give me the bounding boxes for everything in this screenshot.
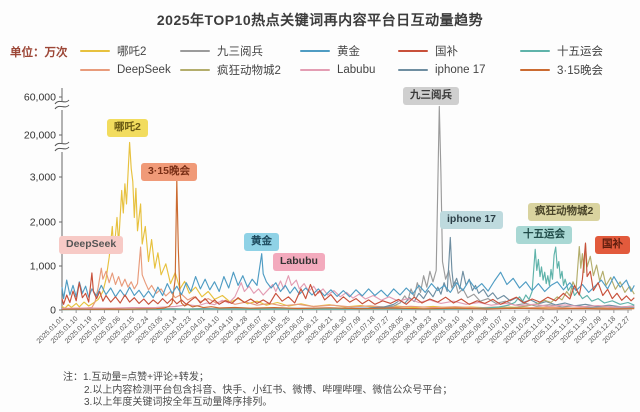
legend-swatch: [398, 49, 428, 52]
legend-swatch: [180, 68, 210, 71]
series-line-gala315: [61, 178, 635, 310]
legend-label: 疯狂动物城2: [217, 64, 281, 77]
annotation-labubu: Labubu: [273, 253, 325, 271]
annotation-gold: 黄金: [244, 233, 279, 251]
legend-item-gold: 黄金: [300, 43, 398, 59]
y-tick-label: 0: [50, 305, 56, 317]
footnote-line-3: 3.以上年度关键词按全年互动量降序排列。: [84, 397, 273, 408]
legend-label: 国补: [435, 45, 458, 58]
series-line-games15: [61, 246, 635, 311]
legend-item-games15: 十五运会: [520, 43, 632, 59]
series-lines: [61, 105, 635, 311]
y-tick-label: 1,000: [30, 261, 56, 273]
annotation-deepseek: DeepSeek: [59, 236, 124, 254]
annotation-guobu: 国补: [595, 236, 630, 254]
legend-row: DeepSeek 疯狂动物城2 Labubu iphone 17 3·15晚会: [80, 60, 632, 79]
legend-item-gala315: 3·15晚会: [520, 62, 632, 78]
series-line-gold: [61, 253, 635, 300]
legend-item-guobu: 国补: [398, 43, 520, 59]
legend-item-nezha2: 哪吒2: [80, 43, 180, 59]
series-line-guobu: [61, 242, 635, 305]
series-line-nezha2: [61, 141, 635, 310]
legend-swatch: [80, 49, 110, 52]
annotation-gala315: 3·15晚会: [141, 163, 198, 181]
legend-label: DeepSeek: [117, 63, 171, 76]
annotation-zootopia2: 疯狂动物城2: [528, 203, 601, 221]
legend-item-zootopia2: 疯狂动物城2: [180, 62, 300, 78]
legend-swatch: [520, 49, 550, 52]
legend-swatch: [180, 49, 210, 52]
annotation-parade93: 九三阅兵: [403, 87, 459, 105]
legend-label: 哪吒2: [117, 45, 147, 58]
legend-item-labubu: Labubu: [300, 64, 398, 76]
legend-swatch: [398, 68, 428, 71]
legend-label: 黄金: [337, 45, 360, 58]
legend-row: 哪吒2 九三阅兵 黄金 国补 十五运会: [80, 41, 632, 60]
legend-item-deepseek: DeepSeek: [80, 64, 180, 76]
chart-title: 2025年TOP10热点关键词再内容平台日互动量趋势: [156, 12, 484, 28]
y-tick-label: 60,000: [24, 92, 56, 104]
annotation-nezha2: 哪吒2: [107, 119, 148, 137]
legend-swatch: [80, 68, 110, 71]
unit-label: 单位：万次: [10, 47, 68, 59]
legend-swatch: [520, 68, 550, 71]
y-axis-break-mark: [54, 104, 70, 110]
y-tick-label: 2,000: [30, 217, 56, 229]
y-axis-break-mark: [54, 99, 70, 105]
legend-label: iphone 17: [435, 63, 486, 76]
legend-label: Labubu: [337, 63, 376, 76]
footnotes: 注：1.互动量=点赞+评论+转发； 2.以上内容检测平台包含抖音、快手、小红书、…: [63, 372, 452, 410]
legend-swatch: [300, 49, 330, 52]
legend-item-parade93: 九三阅兵: [180, 43, 300, 59]
y-axis-break-mark: [54, 141, 70, 147]
legend-swatch: [300, 68, 330, 71]
legend-label: 十五运会: [557, 45, 603, 58]
legend-label: 九三阅兵: [217, 45, 263, 58]
series-line-labubu: [61, 275, 635, 310]
y-tick-label: 20,000: [24, 130, 56, 142]
legend-label: 3·15晚会: [557, 64, 604, 77]
legend-item-iphone17: iphone 17: [398, 64, 520, 76]
annotation-iphone17: iphone 17: [440, 211, 504, 229]
annotation-games15: 十五运会: [516, 226, 572, 244]
y-tick-label: 3,000: [30, 172, 56, 184]
y-axis-break-mark: [54, 146, 70, 152]
footnote-line-2: 2.以上内容检测平台包含抖音、快手、小红书、微博、哔哩哔哩、微信公众号平台；: [84, 384, 453, 396]
footnote-line-1: 注：1.互动量=点赞+评论+转发；: [63, 372, 209, 383]
legend: 哪吒2 九三阅兵 黄金 国补 十五运会 DeepSeek 疯狂动物城2 Labubu iphon…: [80, 41, 632, 79]
